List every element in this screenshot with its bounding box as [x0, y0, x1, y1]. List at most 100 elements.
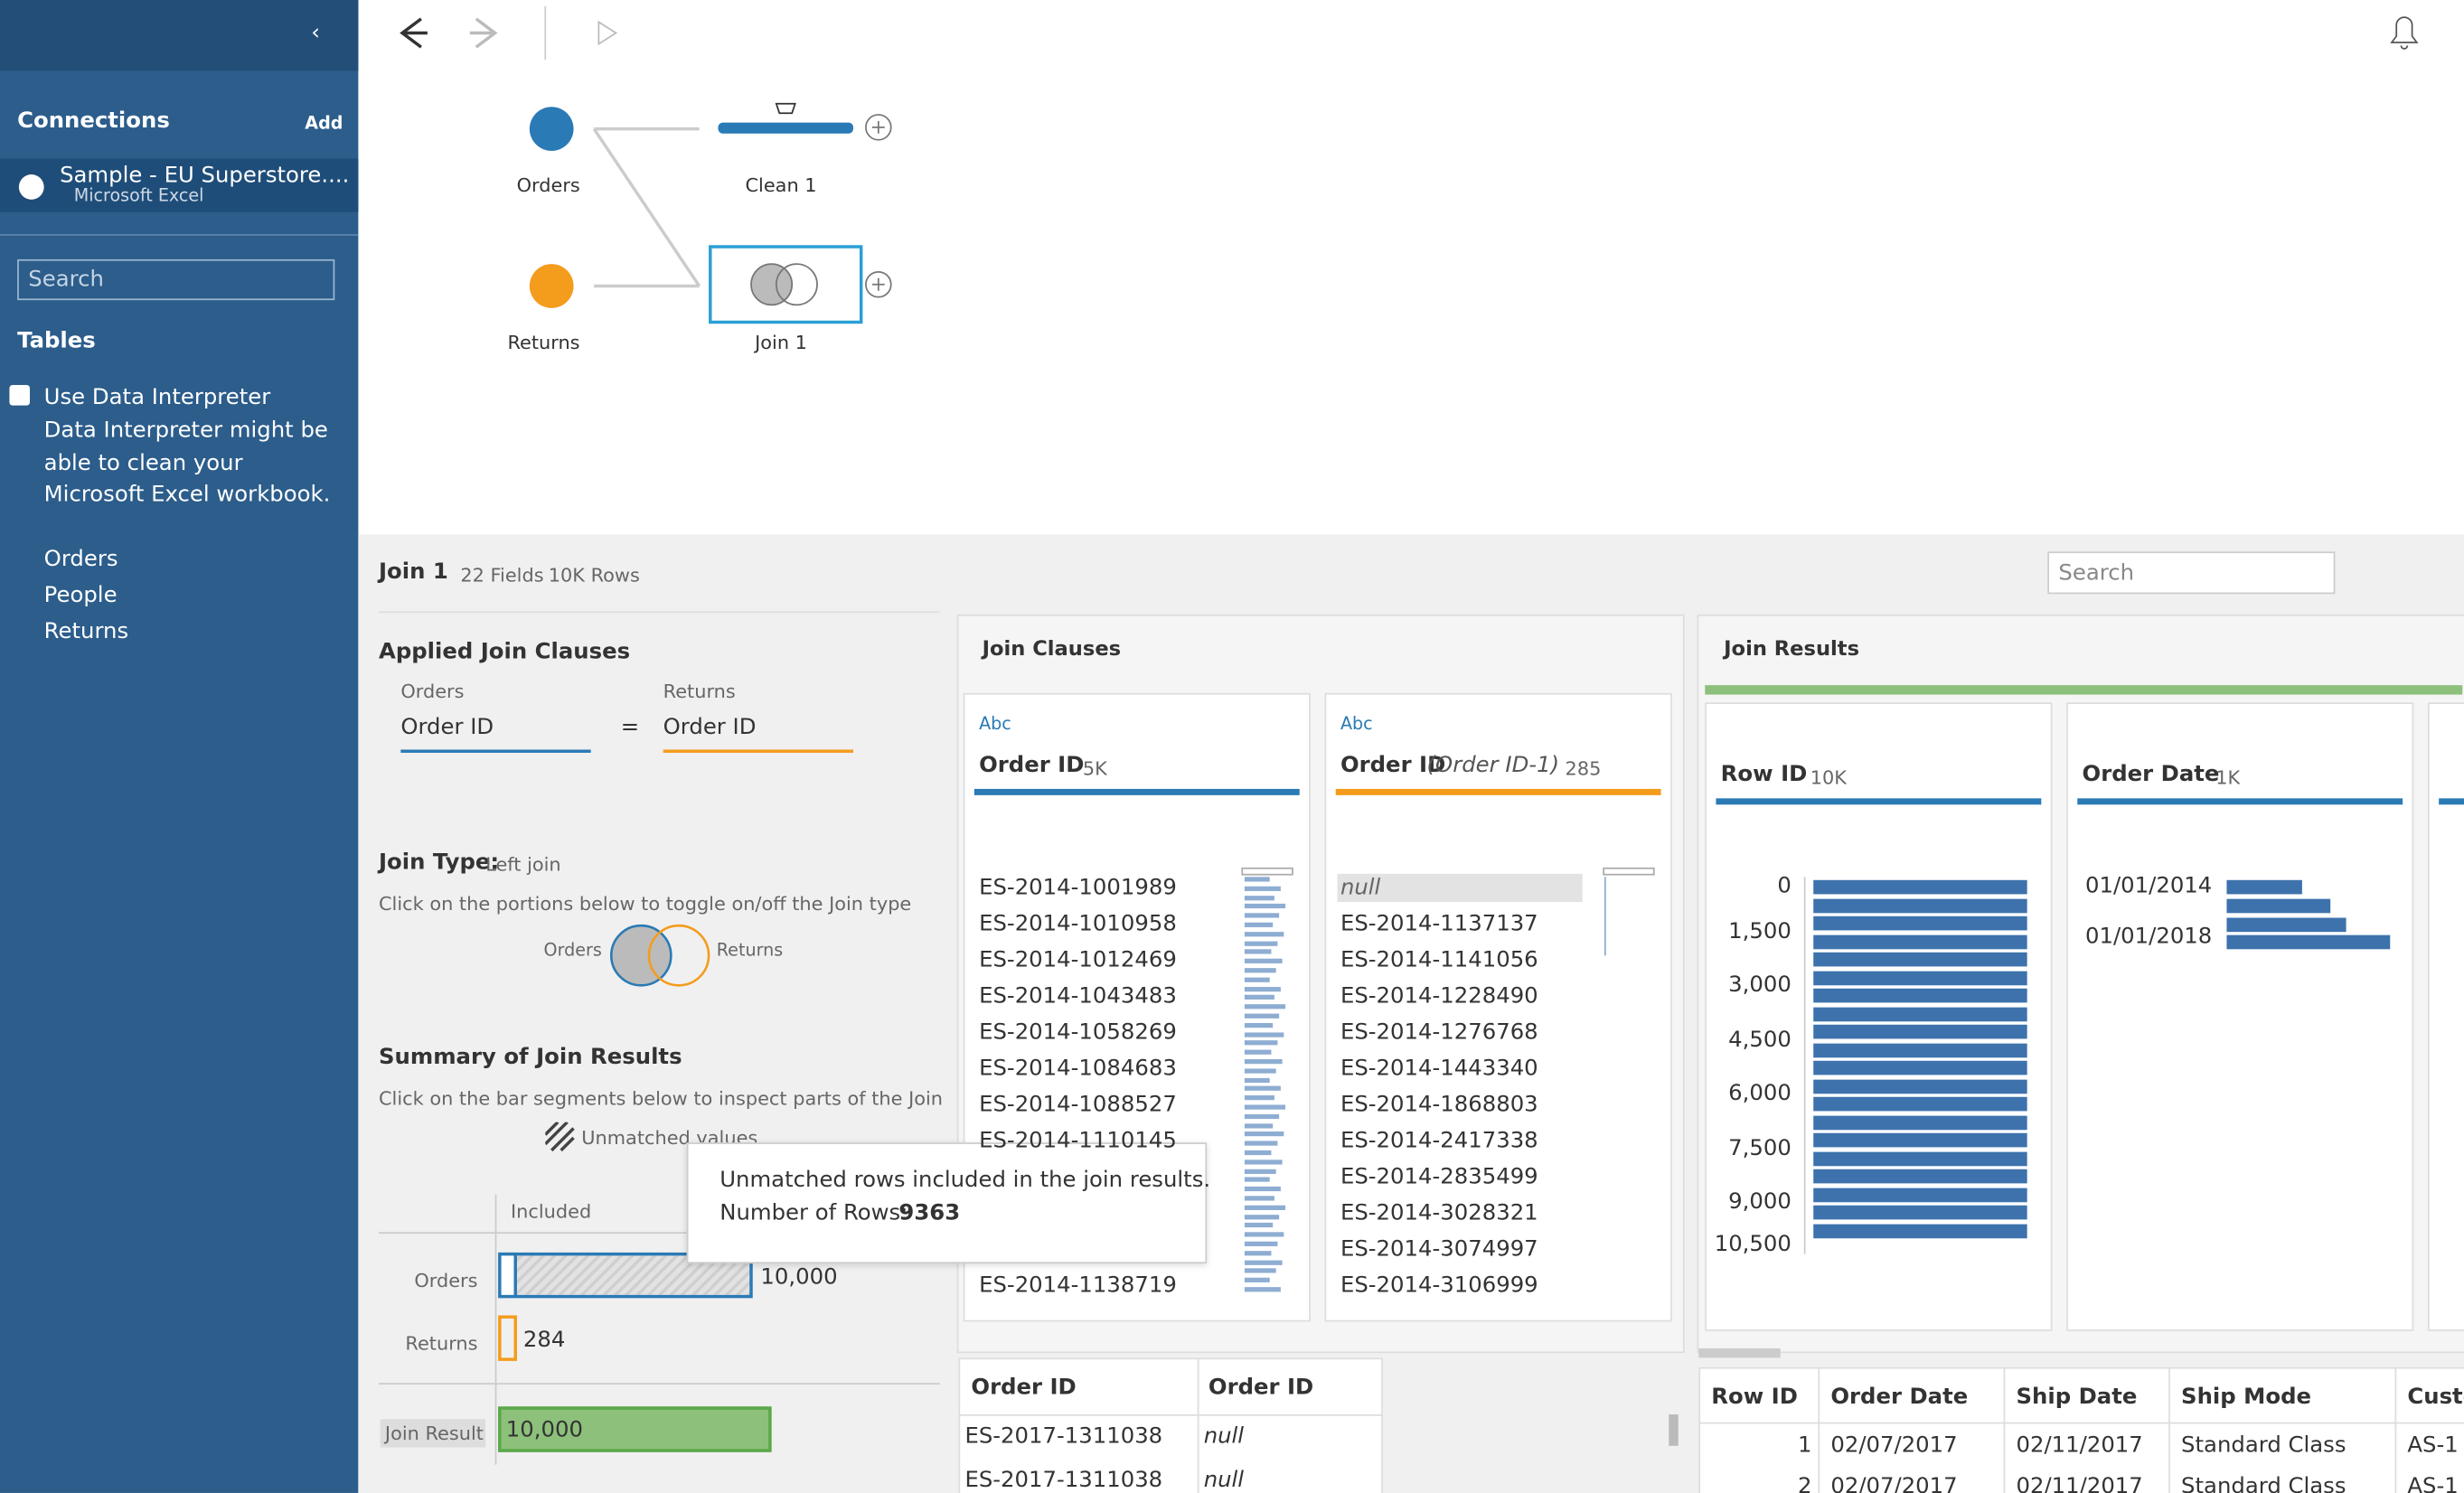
- file-icon: [18, 174, 44, 200]
- field-value[interactable]: ES-2014-1137137: [1340, 911, 1538, 937]
- search-box[interactable]: [17, 258, 335, 301]
- clean-node[interactable]: [718, 122, 854, 134]
- clause-field[interactable]: Order ID: [400, 715, 494, 741]
- histogram-bar: [1813, 934, 2027, 949]
- field-value[interactable]: ES-2014-1001989: [979, 875, 1177, 901]
- histogram-bar: [1244, 886, 1281, 891]
- field-count: 285: [1565, 757, 1602, 780]
- histogram-bar: [2226, 879, 2302, 895]
- histogram-bar: [1244, 1104, 1286, 1110]
- field-value[interactable]: ES-2014-1088527: [979, 1092, 1177, 1118]
- node-label: Orders: [516, 174, 580, 197]
- scrollbar[interactable]: [1669, 1414, 1679, 1446]
- field-value[interactable]: ES-2014-1084683: [979, 1056, 1177, 1082]
- axis-label: 01/01/2014: [2084, 873, 2213, 899]
- card-underline: [1335, 788, 1661, 795]
- field-value[interactable]: ES-2014-3028321: [1340, 1200, 1538, 1226]
- histogram-bar: [1813, 1060, 2027, 1075]
- field-value[interactable]: ES-2014-3074997: [1340, 1236, 1538, 1263]
- field-count: 5K: [1082, 757, 1107, 780]
- join-type: Left join: [485, 853, 561, 876]
- histogram-bar: [1244, 895, 1274, 900]
- checkbox[interactable]: [9, 385, 31, 406]
- rule: [378, 1383, 940, 1385]
- field-value[interactable]: ES-2014-1276768: [1340, 1019, 1538, 1046]
- histogram-bar: [1813, 1042, 2027, 1057]
- field-value[interactable]: ES-2014-1443340: [1340, 1056, 1538, 1082]
- field-name: Order Date: [2082, 762, 2220, 788]
- add-button[interactable]: Add: [305, 113, 343, 134]
- table-divider: [2168, 1366, 2170, 1493]
- bar-label: Returns: [405, 1332, 478, 1355]
- cell: ES-2017-1311038: [964, 1423, 1163, 1450]
- histogram-track: [1604, 877, 1606, 956]
- run-button[interactable]: [597, 20, 618, 46]
- histogram-bar: [1244, 977, 1270, 982]
- row-count: 10K Rows: [548, 564, 640, 587]
- node-label: Join 1: [755, 331, 807, 354]
- field-card[interactable]: [2066, 702, 2414, 1331]
- orders-node[interactable]: [529, 107, 574, 151]
- field-value[interactable]: ES-2014-3106999: [1340, 1272, 1538, 1299]
- histogram-bar: [1244, 1214, 1280, 1219]
- histogram-bar: [1244, 1031, 1284, 1037]
- column-header: Order ID: [1208, 1375, 1314, 1401]
- search-box[interactable]: [2047, 551, 2336, 595]
- field-value[interactable]: ES-2014-1010958: [979, 911, 1177, 937]
- axis-label: 4,500: [1728, 1028, 1792, 1054]
- clause-field[interactable]: Order ID: [663, 715, 757, 741]
- join-label-bg: [380, 1419, 486, 1448]
- number-icon: [1721, 717, 1736, 738]
- histogram-bar: [1244, 877, 1270, 882]
- field-value[interactable]: ES-2014-1138719: [979, 1272, 1177, 1299]
- connection-name[interactable]: Sample - EU Superstore....: [60, 163, 350, 189]
- field-value[interactable]: ES-2014-2835499: [1340, 1164, 1538, 1190]
- table-item[interactable]: Orders: [43, 547, 118, 572]
- table-label: Orders: [400, 680, 465, 703]
- notifications[interactable]: [2390, 16, 2419, 50]
- field-value[interactable]: ES-2014-1110145: [979, 1128, 1177, 1154]
- type-icon: Abc: [1340, 713, 1373, 735]
- histogram-bar: [1244, 1141, 1278, 1146]
- histogram-bar: [1244, 1086, 1281, 1092]
- field-card[interactable]: [1324, 692, 1672, 1322]
- field-value[interactable]: ES-2014-2417338: [1340, 1128, 1538, 1154]
- table-label: Returns: [663, 680, 736, 703]
- connection-row[interactable]: [0, 158, 359, 212]
- histogram-bar: [1813, 1150, 2027, 1166]
- table-item[interactable]: Returns: [43, 619, 129, 644]
- panel-title: Summary of Join Results: [378, 1045, 682, 1071]
- join-result-bar[interactable]: [498, 1406, 772, 1452]
- forward-button[interactable]: [469, 17, 498, 49]
- back-button[interactable]: [400, 17, 428, 49]
- field-card[interactable]: [2427, 702, 2464, 1331]
- table-item[interactable]: People: [43, 583, 118, 608]
- scrollbar[interactable]: [1698, 1347, 1781, 1358]
- checkbox-label[interactable]: Use Data Interpreter: [43, 385, 271, 410]
- orders-bar-matched[interactable]: [498, 1252, 517, 1299]
- histogram-bar: [1244, 1196, 1274, 1201]
- field-value[interactable]: null: [1340, 875, 1381, 901]
- clean-icon: [775, 102, 796, 115]
- profile-title: Join 1: [378, 559, 448, 585]
- hatch-icon: [545, 1122, 575, 1152]
- field-value[interactable]: ES-2014-1058269: [979, 1019, 1177, 1046]
- axis-line: [1803, 877, 1806, 1254]
- histogram-bar: [1244, 1150, 1272, 1156]
- histogram-bar: [1813, 1024, 2027, 1039]
- field-value[interactable]: ES-2014-1228490: [1340, 983, 1538, 1009]
- collapse-button[interactable]: ‹: [311, 20, 320, 46]
- field-value[interactable]: ES-2014-1043483: [979, 983, 1177, 1009]
- add-step[interactable]: [865, 114, 892, 298]
- field-value[interactable]: ES-2014-1141056: [1340, 947, 1538, 973]
- table-divider: [1698, 1422, 2464, 1424]
- histogram-bar: [1244, 1223, 1274, 1228]
- returns-bar[interactable]: [498, 1315, 517, 1361]
- note: Data Interpreter might be able to clean …: [43, 418, 331, 508]
- field-value[interactable]: ES-2014-1868803: [1340, 1092, 1538, 1118]
- histogram-bar: [1244, 1169, 1276, 1174]
- field-value[interactable]: ES-2014-1012469: [979, 947, 1177, 973]
- venn[interactable]: [604, 918, 729, 997]
- returns-node[interactable]: [529, 264, 574, 308]
